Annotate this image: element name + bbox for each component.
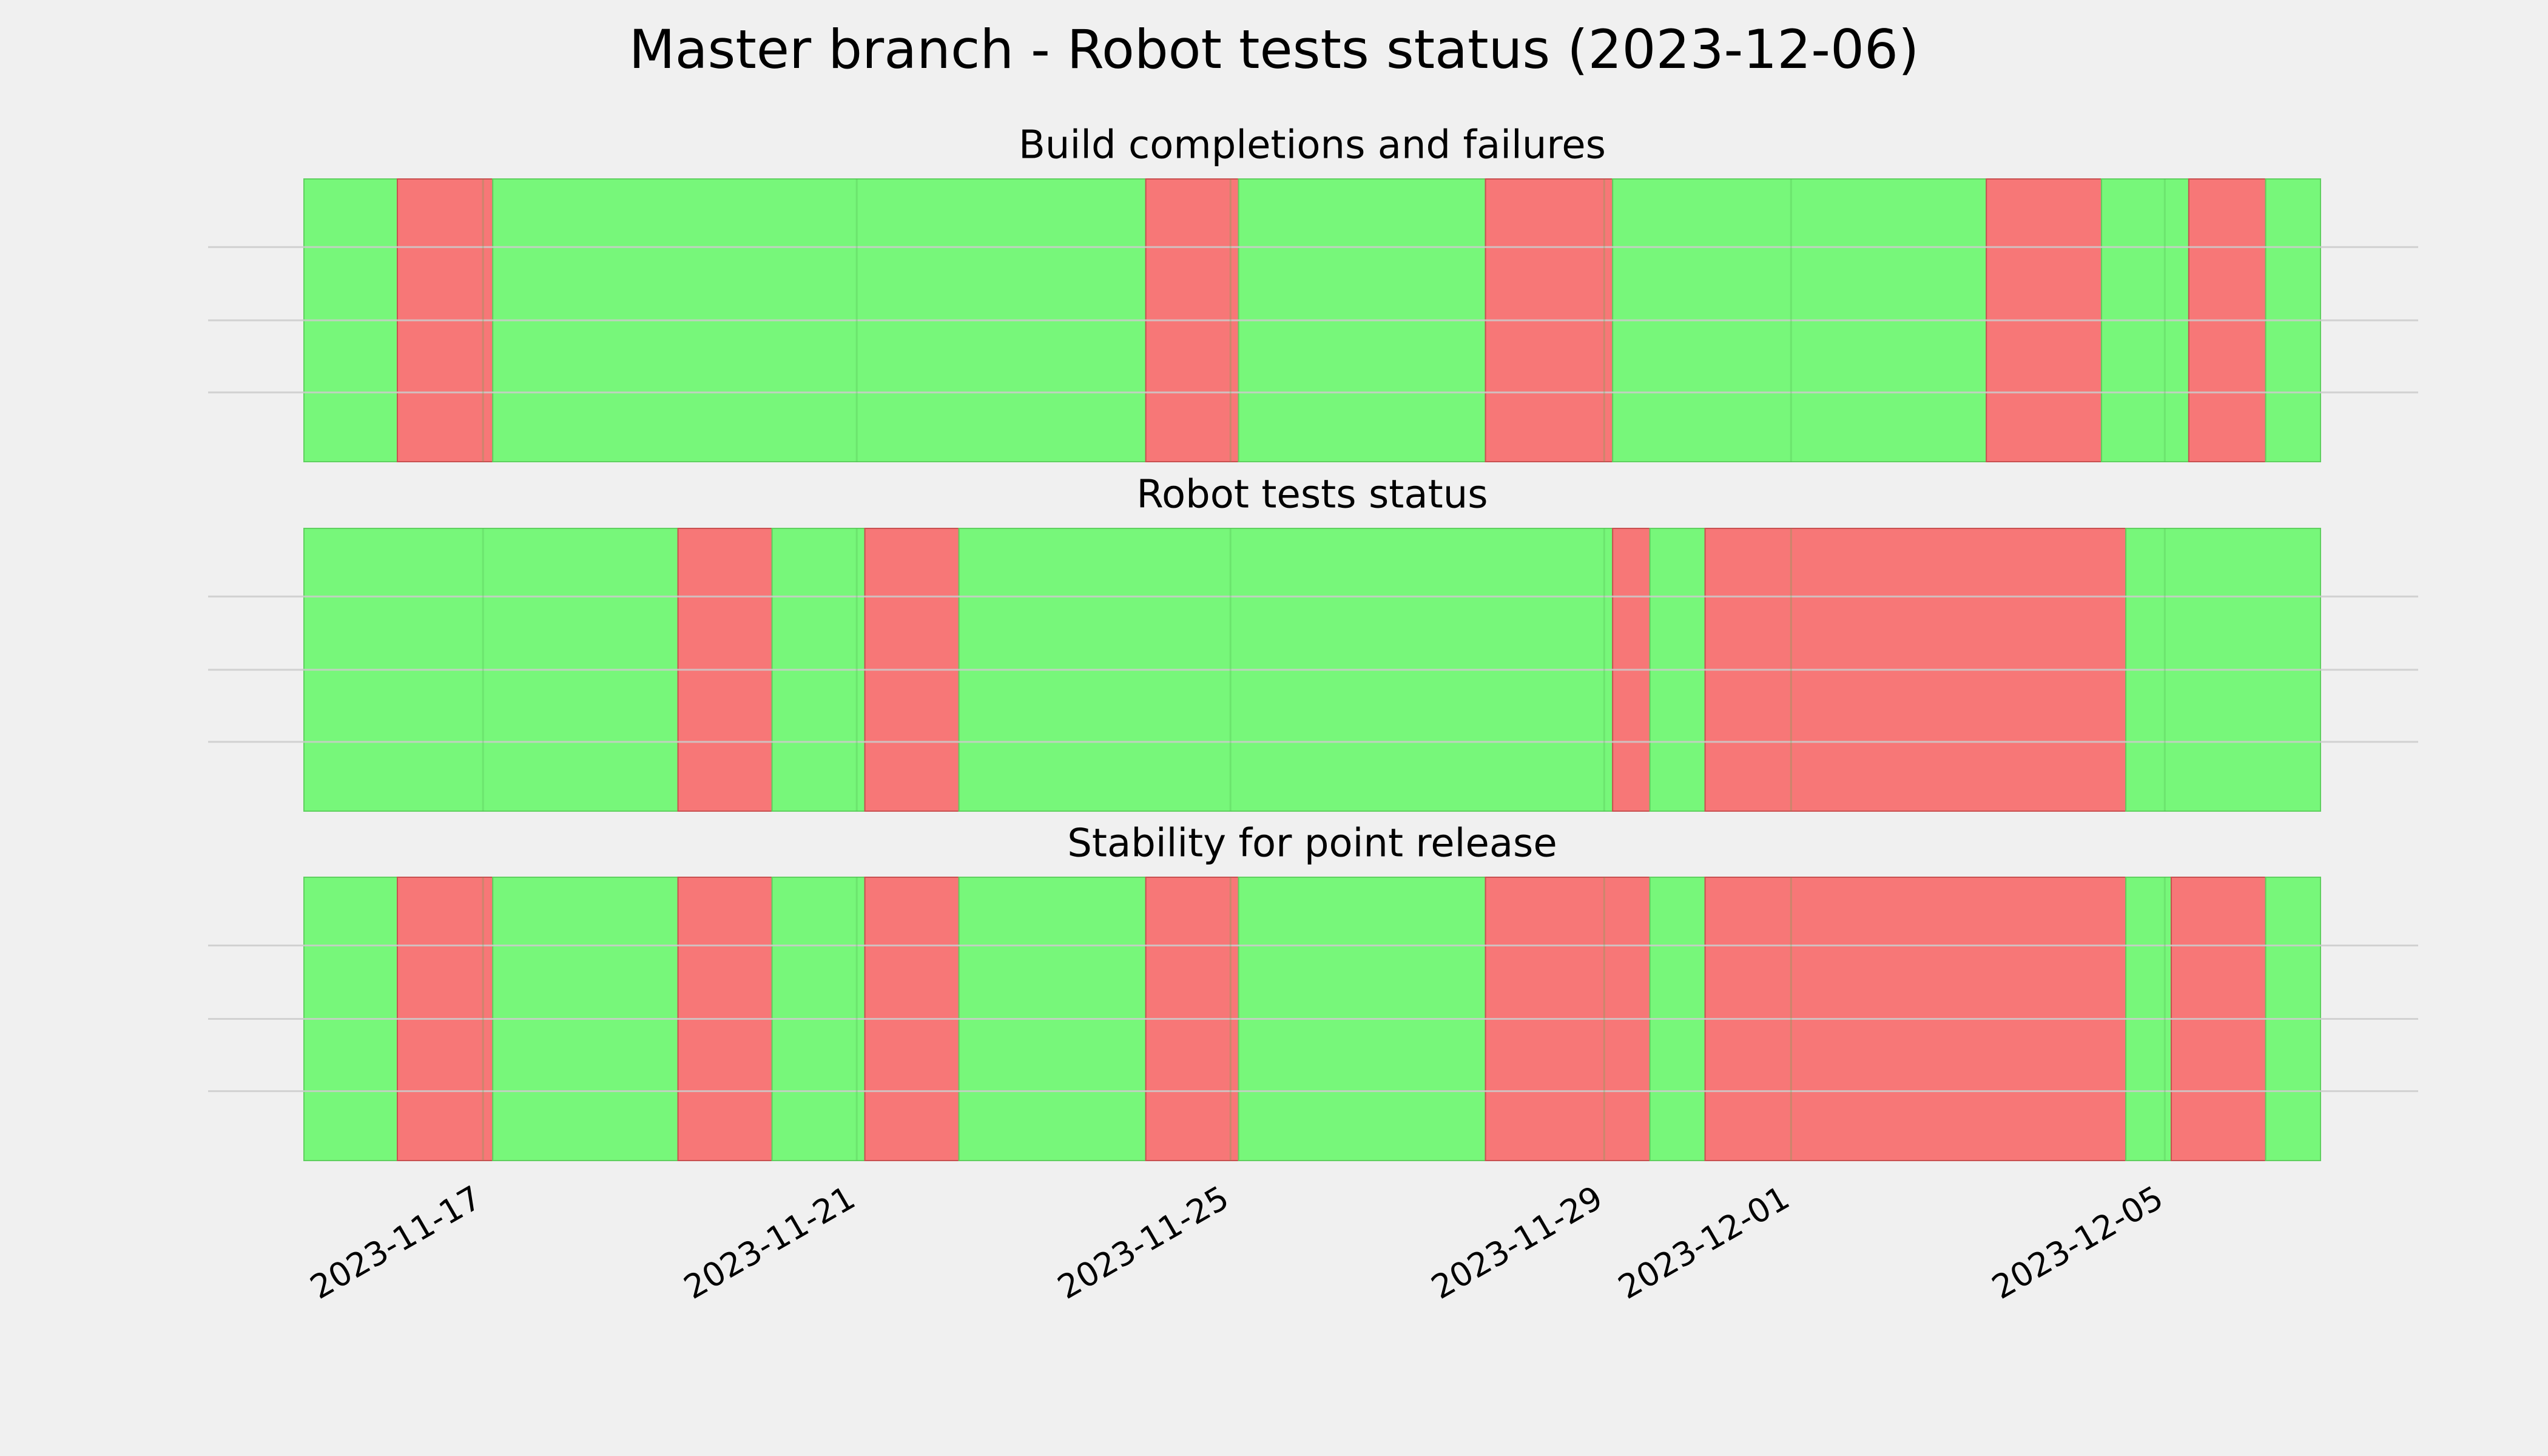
chart-title: Master branch - Robot tests status (2023… (629, 18, 1919, 81)
subplot-title: Build completions and failures (1019, 123, 1606, 168)
subplot-title: Stability for point release (1067, 821, 1557, 866)
subplot-title: Robot tests status (1136, 473, 1488, 517)
